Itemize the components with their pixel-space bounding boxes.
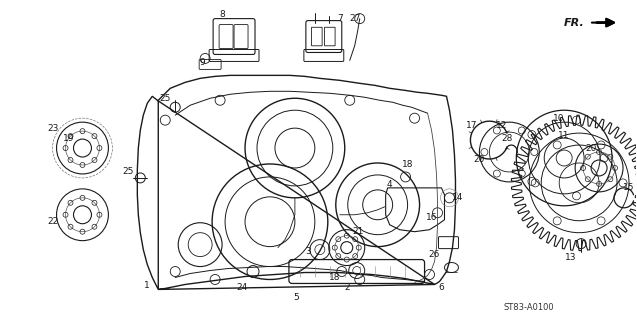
Text: ST83-A0100: ST83-A0100 [504, 303, 555, 312]
Text: FR.: FR. [564, 18, 585, 28]
Text: 26: 26 [429, 250, 440, 259]
Text: 4: 4 [387, 180, 392, 189]
Text: 16: 16 [426, 213, 437, 222]
Text: 21: 21 [352, 227, 364, 236]
Text: 22: 22 [47, 217, 58, 226]
Text: 6: 6 [439, 283, 445, 292]
Text: 8: 8 [219, 10, 225, 19]
Text: 18: 18 [329, 273, 341, 282]
Text: 27: 27 [349, 14, 361, 23]
Text: 23: 23 [47, 124, 58, 132]
Text: 25: 25 [159, 94, 171, 103]
Text: 2: 2 [344, 283, 350, 292]
Text: 24: 24 [236, 283, 248, 292]
Text: 7: 7 [337, 14, 343, 23]
Text: 13: 13 [566, 253, 577, 262]
Text: 17: 17 [466, 121, 477, 130]
Text: 11: 11 [559, 131, 570, 140]
Text: 10: 10 [554, 114, 565, 123]
Text: 19: 19 [63, 133, 75, 143]
Text: 18: 18 [402, 160, 413, 170]
Text: 14: 14 [452, 193, 463, 202]
Text: 9: 9 [199, 58, 205, 67]
Text: 20: 20 [585, 144, 597, 153]
Text: 3: 3 [305, 247, 311, 256]
Text: 28: 28 [502, 133, 513, 143]
Text: 5: 5 [293, 293, 299, 302]
Text: 1: 1 [145, 281, 150, 290]
Text: 25: 25 [123, 167, 134, 176]
Text: 15: 15 [623, 183, 634, 192]
Text: 20: 20 [474, 156, 485, 164]
Text: 12: 12 [496, 121, 507, 130]
